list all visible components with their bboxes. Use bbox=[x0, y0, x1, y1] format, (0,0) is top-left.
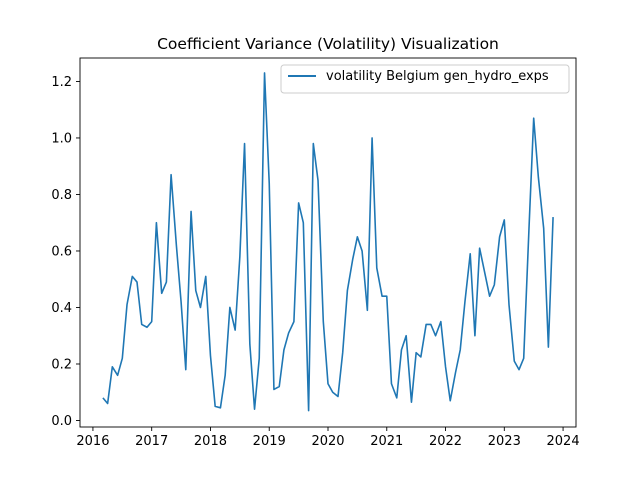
y-tick-label: 0.6 bbox=[51, 244, 72, 259]
y-tick-label: 1.0 bbox=[51, 131, 72, 146]
legend-label: volatility Belgium gen_hydro_exps bbox=[326, 69, 549, 84]
x-tick-label: 2024 bbox=[547, 434, 580, 449]
series-line bbox=[102, 72, 554, 412]
x-tick-label: 2023 bbox=[488, 434, 521, 449]
x-tick-label: 2019 bbox=[253, 434, 286, 449]
y-tick-label: 0.8 bbox=[51, 188, 72, 203]
x-tick-label: 2018 bbox=[194, 434, 227, 449]
y-tick-label: 0.2 bbox=[51, 357, 72, 372]
legend: volatility Belgium gen_hydro_exps bbox=[280, 64, 570, 94]
x-tick-label: 2022 bbox=[429, 434, 462, 449]
legend-box bbox=[280, 64, 570, 94]
x-tick-label: 2020 bbox=[311, 434, 344, 449]
chart-title: Coefficient Variance (Volatility) Visual… bbox=[157, 35, 499, 53]
x-axis: 2016 2017 2018 2019 2020 2021 2022 2023 2024 bbox=[76, 427, 580, 449]
x-tick-label: 2021 bbox=[370, 434, 403, 449]
x-tick-label: 2016 bbox=[76, 434, 109, 449]
y-tick-label: 0.0 bbox=[51, 414, 72, 429]
y-tick-label: 0.4 bbox=[51, 301, 72, 316]
x-tick-label: 2017 bbox=[135, 434, 168, 449]
y-tick-label: 1.2 bbox=[51, 75, 72, 90]
plot-data-layer bbox=[102, 72, 554, 412]
y-axis: 0.0 0.2 0.4 0.6 0.8 1.0 1.2 bbox=[51, 75, 80, 429]
